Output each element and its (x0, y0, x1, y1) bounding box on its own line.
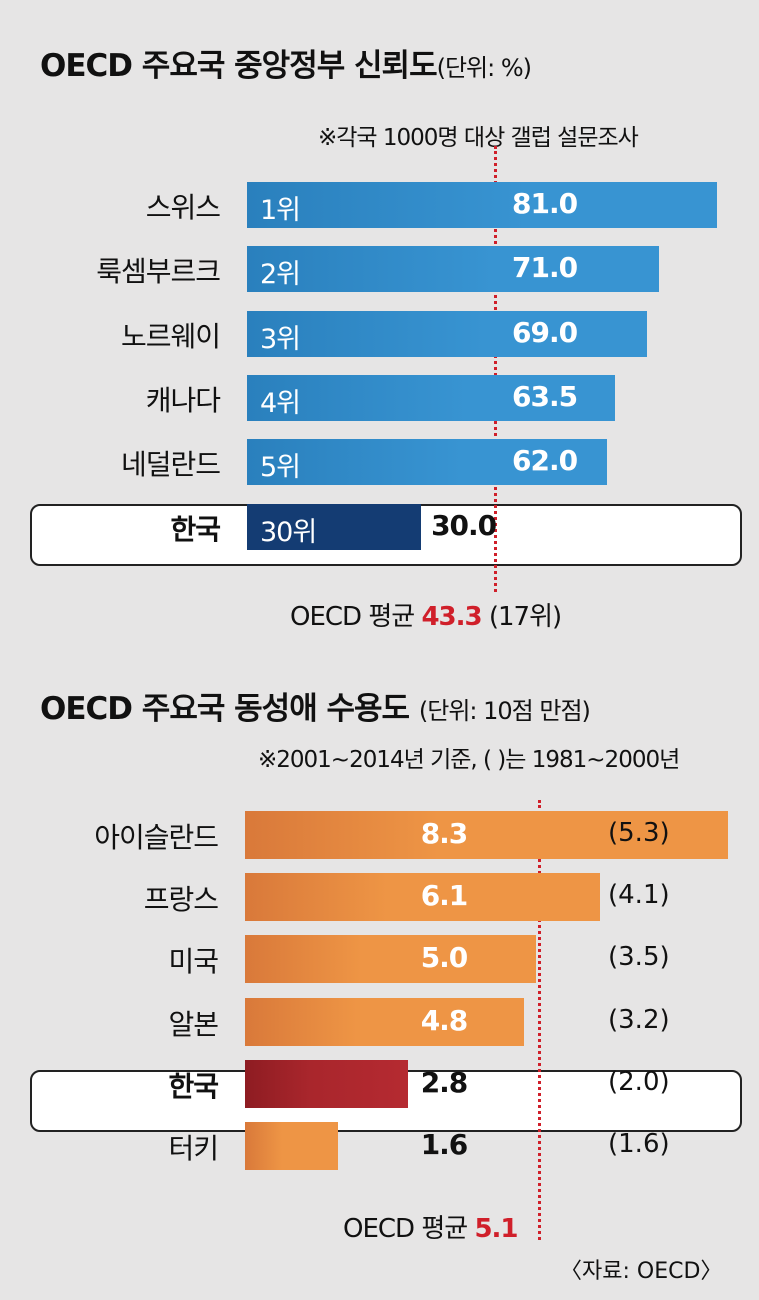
chart2-previous-label: (2.0) (608, 1066, 670, 1097)
chart1-rank-label: 1위 (260, 195, 301, 226)
chart2-average-line (538, 800, 541, 1240)
chart2-unit: (단위: 10점 만점) (418, 697, 591, 725)
chart2-note: ※2001~2014년 기준, ( )는 1981~2000년 (258, 747, 680, 773)
chart2-average-label: OECD 평균 5.1 (343, 1214, 519, 1244)
chart2-value-label: 4.8 (420, 1003, 469, 1037)
chart1-value-label: 69.0 (512, 315, 578, 349)
chart2-previous-label: (4.1) (608, 880, 670, 911)
chart2-previous-label: (3.5) (608, 942, 670, 973)
chart2-category-label: 알본 (168, 1007, 219, 1041)
chart1-category-label: 노르웨이 (120, 319, 221, 353)
chart1-rank-label: 30위 (260, 516, 317, 548)
chart1-note: ※각국 1000명 대상 갤럽 설문조사 (318, 125, 639, 151)
chart1-average-rank: (17위) (488, 602, 562, 632)
chart1-value-label: 30.0 (431, 508, 497, 542)
chart2-bar (245, 873, 600, 922)
chart1-bar (247, 182, 717, 228)
chart1-bar (247, 439, 607, 486)
chart2-bar (245, 1122, 339, 1170)
chart2-title: OECD 주요국 동성애 수용도 (단위: 10점 만점) (40, 691, 591, 727)
chart2-value-label: 2.8 (420, 1065, 469, 1099)
chart1-rank-label: 5위 (260, 452, 301, 484)
chart1-title: OECD 주요국 중앙정부 신뢰도(단위: %) (40, 48, 532, 84)
chart1-bar (247, 246, 659, 293)
chart1-bar (247, 310, 648, 357)
chart2-previous-label: (1.6) (608, 1129, 670, 1159)
chart2-bar (245, 935, 536, 984)
chart2-previous-label: (3.2) (608, 1004, 670, 1035)
chart2-value-label: 6.1 (420, 879, 469, 913)
chart1-category-label: 네덜란드 (120, 448, 221, 482)
source-note: 〈자료: OECD〉 (560, 1259, 723, 1284)
chart2-category-label: 터키 (168, 1132, 219, 1165)
chart1-bar (247, 374, 616, 421)
chart1-category-label: 캐나다 (145, 383, 221, 417)
chart2-category-label: 아이슬란드 (94, 821, 219, 854)
chart2-bar (245, 997, 525, 1046)
chart2-value-label: 8.3 (420, 817, 469, 850)
chart2-category-label: 프랑스 (143, 883, 219, 917)
chart2-average-value: 5.1 (474, 1214, 518, 1244)
chart2-value-label: 5.0 (420, 941, 469, 975)
chart1-rank-label: 4위 (260, 387, 301, 419)
chart2-category-label: 한국 (168, 1069, 219, 1103)
chart1-unit: (단위: %) (436, 54, 532, 82)
chart1-rank-label: 2위 (260, 259, 301, 291)
chart1-average-value: 43.3 (421, 602, 482, 632)
chart1-value-label: 81.0 (512, 187, 578, 220)
chart2-value-label: 1.6 (420, 1128, 469, 1161)
chart1-category-label: 한국 (170, 512, 221, 546)
chart2-bar (245, 811, 728, 859)
chart1-category-label: 스위스 (145, 191, 221, 224)
chart1-value-label: 71.0 (512, 251, 578, 285)
chart1-average-line (494, 146, 497, 592)
chart2-bar-korea (245, 1059, 408, 1108)
chart1-category-label: 룩셈부르크 (96, 255, 221, 289)
chart2-previous-label: (5.3) (608, 818, 670, 848)
chart1-average-label: OECD 평균 43.3 (17위) (290, 602, 562, 632)
chart1-bar-korea (247, 503, 422, 550)
chart1-value-label: 63.5 (512, 379, 578, 413)
chart1-value-label: 62.0 (512, 444, 578, 478)
chart2-category-label: 미국 (168, 945, 219, 979)
chart1-rank-label: 3위 (260, 323, 301, 355)
